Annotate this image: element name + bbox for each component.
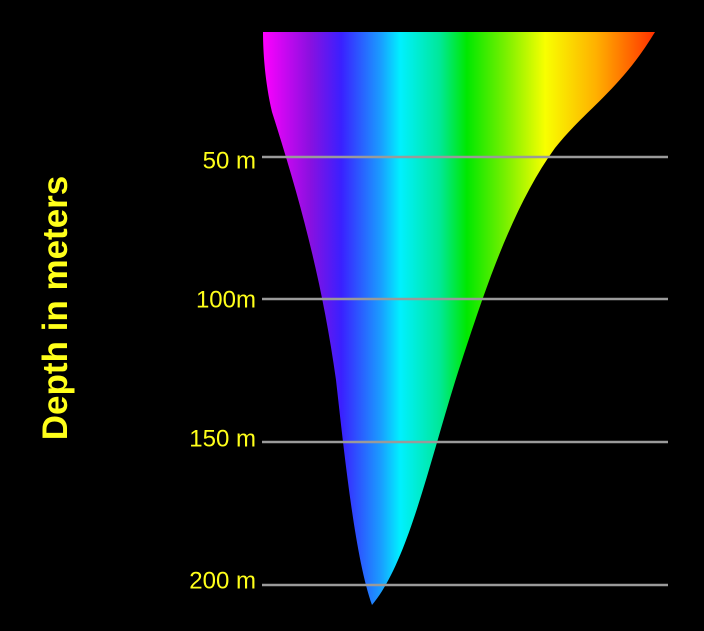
depth-label: 150 m	[189, 425, 256, 452]
light-spectrum-funnel	[263, 32, 655, 605]
depth-label: 200 m	[189, 567, 256, 594]
depth-label: 50 m	[203, 147, 256, 174]
axis-label: Depth in meters	[36, 176, 75, 441]
depth-label: 100m	[196, 286, 256, 313]
